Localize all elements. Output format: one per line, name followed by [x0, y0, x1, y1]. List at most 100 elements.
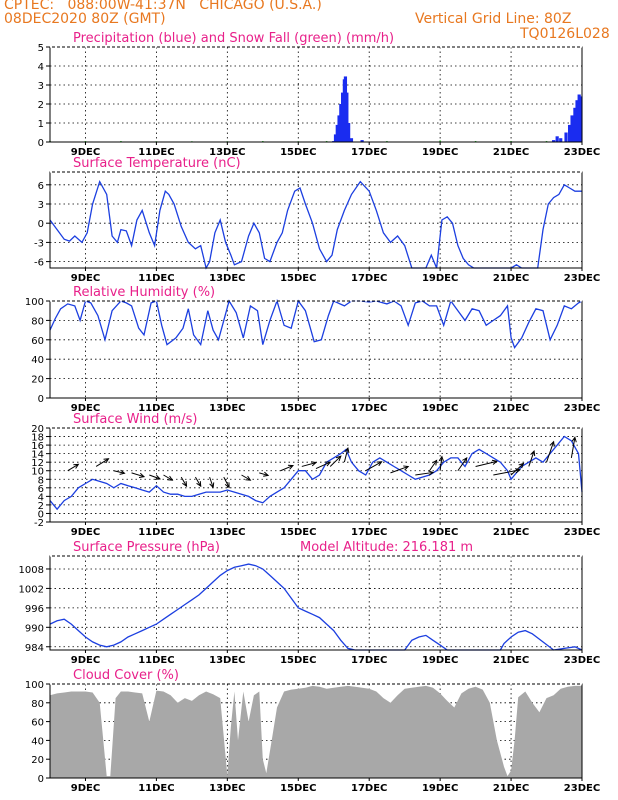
y-tick-label: 60 — [31, 718, 44, 729]
wind-arrow — [343, 447, 349, 463]
y-tick-label: 16 — [31, 441, 44, 452]
panel-frame — [49, 46, 583, 143]
y-tick-label: 984 — [25, 643, 44, 654]
x-tick-label: 9DEC — [71, 527, 100, 538]
x-tick-label: 15DEC — [280, 147, 316, 158]
x-tick-label: 23DEC — [564, 403, 600, 414]
y-tick-label: 18 — [31, 433, 44, 444]
wind-arrow — [241, 474, 251, 481]
wind-arrow-head — [224, 482, 230, 489]
wind-arrow-head — [287, 464, 295, 470]
panel-0: Precipitation (blue) and Snow Fall (gree… — [38, 31, 601, 158]
wind-arrow-head — [167, 475, 174, 481]
wind-arrow-head — [462, 456, 468, 463]
x-tick-label: 21DEC — [493, 527, 529, 538]
header-date: 08DEC2020 80Z (GMT) — [4, 11, 166, 27]
wind-arrow-head — [403, 465, 410, 471]
y-tick-label: 996 — [25, 604, 44, 615]
y-tick-label: 3 — [38, 200, 44, 211]
wind-arrow-head — [491, 459, 498, 465]
bar-precipitation — [339, 104, 343, 142]
wind-arrow-head — [245, 475, 252, 481]
wind-arrow — [528, 450, 535, 467]
panel-4: Surface Pressure (hPa) Model Altitude: 21… — [19, 540, 601, 666]
data-line — [49, 435, 583, 511]
x-tick-label: 9DEC — [71, 273, 100, 284]
x-tick-label: 9DEC — [71, 783, 100, 794]
bar-precipitation — [575, 100, 579, 142]
bar-precipitation — [341, 92, 345, 142]
wind-arrow — [329, 455, 342, 467]
x-tick-label: 19DEC — [422, 147, 458, 158]
wind-arrow — [209, 476, 214, 488]
x-tick-label: 11DEC — [138, 273, 174, 284]
x-tick-label: 13DEC — [209, 147, 245, 158]
wind-arrow — [223, 476, 230, 488]
y-tick-label: 100 — [25, 297, 44, 308]
cloud-cover-area — [50, 685, 582, 778]
x-tick-label: 23DEC — [564, 783, 600, 794]
wind-arrow-head — [138, 472, 146, 478]
x-tick-label: 9DEC — [71, 147, 100, 158]
y-tick-label: 1008 — [19, 565, 44, 576]
y-tick-label: -3 — [34, 238, 44, 249]
wind-arrow-head — [154, 474, 162, 480]
data-line — [49, 179, 582, 270]
y-tick-label: 1 — [38, 119, 44, 130]
bar-precipitation — [333, 134, 338, 142]
wind-arrow — [546, 441, 555, 463]
wind-arrow-head — [310, 461, 318, 467]
x-tick-label: 13DEC — [209, 403, 245, 414]
wind-arrow-head — [428, 470, 435, 476]
y-tick-label: 990 — [25, 623, 44, 634]
panel-title: Surface Temperature (nC) — [73, 156, 241, 171]
wind-arrow — [180, 476, 187, 487]
y-tick-label: 0 — [38, 509, 44, 520]
y-tick-label: 5 — [38, 43, 44, 54]
panel-subtitle: Model Altitude: 216.181 m — [300, 540, 473, 555]
panel-title: Surface Pressure (hPa) — [73, 540, 220, 555]
wind-arrow-head — [530, 449, 536, 457]
wind-arrow-head — [514, 468, 522, 474]
y-tick-label: 4 — [38, 492, 44, 503]
wind-arrow-head — [263, 471, 270, 477]
y-tick-label: 0 — [38, 219, 44, 230]
y-tick-label: 8 — [38, 475, 44, 486]
x-tick-label: 21DEC — [493, 147, 529, 158]
panel-title: Relative Humidity (%) — [73, 285, 215, 300]
x-tick-label: 11DEC — [138, 403, 174, 414]
x-tick-label: 17DEC — [351, 403, 387, 414]
bar-precipitation — [564, 132, 568, 142]
x-tick-label: 21DEC — [493, 783, 529, 794]
y-tick-label: 2 — [38, 100, 44, 111]
x-tick-label: 19DEC — [422, 783, 458, 794]
wind-arrow — [149, 474, 161, 480]
bar-precipitation — [360, 140, 364, 142]
bar-snow-fall — [439, 140, 441, 142]
y-tick-label: -6 — [34, 258, 44, 269]
bar-precipitation — [579, 96, 583, 142]
y-tick-label: 0 — [38, 394, 44, 405]
wind-arrow-head — [182, 481, 188, 488]
y-tick-label: 14 — [31, 450, 44, 461]
y-tick-label: 40 — [31, 355, 44, 366]
wind-arrow — [315, 461, 331, 470]
y-tick-label: 1002 — [19, 584, 44, 595]
x-tick-label: 21DEC — [493, 655, 529, 666]
y-tick-label: 3 — [38, 81, 44, 92]
x-tick-label: 15DEC — [280, 273, 316, 284]
y-tick-label: 80 — [31, 316, 44, 327]
wind-arrow — [163, 474, 173, 481]
x-tick-label: 19DEC — [422, 655, 458, 666]
wind-arrow — [259, 472, 269, 476]
y-tick-label: 20 — [31, 375, 44, 386]
panel-5: Cloud Cover (%) 0 20 40 60 80 100 9DEC 11DEC 13DE… — [25, 668, 600, 794]
x-tick-label: 11DEC — [138, 527, 174, 538]
wind-arrow-head — [438, 455, 444, 462]
x-tick-label: 17DEC — [351, 147, 387, 158]
x-tick-label: 19DEC — [422, 403, 458, 414]
wind-arrow — [510, 463, 524, 476]
x-tick-label: 23DEC — [564, 273, 600, 284]
bar-precipitation — [555, 136, 559, 142]
